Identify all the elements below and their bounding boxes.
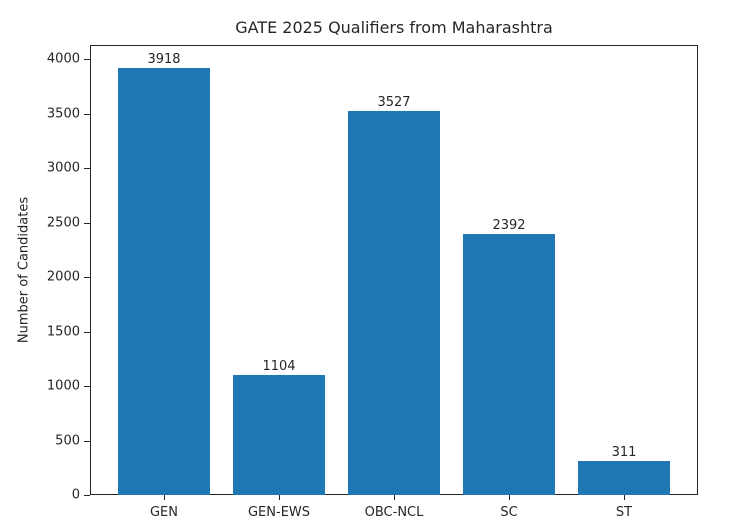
bar-sc: [463, 234, 555, 495]
y-tick-label: 1000: [46, 378, 80, 394]
chart-title: GATE 2025 Qualifiers from Maharashtra: [235, 18, 553, 37]
bar-gen: [118, 67, 210, 495]
x-tick-label: GEN-EWS: [247, 505, 311, 520]
y-tick: [84, 440, 90, 442]
bar-obc-ncl: [348, 110, 440, 495]
x-tick-label: ST: [615, 505, 633, 520]
x-tick-label: GEN: [149, 505, 178, 520]
y-tick-label: 3500: [46, 106, 80, 121]
y-tick: [84, 168, 90, 169]
y-tick: [84, 222, 90, 224]
y-tick: [84, 113, 90, 115]
y-tick: [84, 277, 90, 278]
y-tick-label: 4000: [46, 51, 80, 67]
bar-st: [578, 461, 670, 495]
x-tick-label: OBC-NCL: [364, 505, 424, 520]
x-tick-label: SC: [500, 505, 518, 520]
bar-value-label: 1104: [262, 358, 296, 374]
x-tick: [164, 495, 165, 500]
x-tick: [279, 495, 280, 500]
bar-gen-ews: [233, 374, 325, 495]
x-tick: [394, 495, 395, 500]
y-tick-label: 3000: [46, 160, 80, 176]
y-tick: [84, 331, 90, 333]
y-tick: [84, 386, 90, 387]
y-tick-label: 0: [71, 487, 80, 503]
x-tick: [509, 495, 510, 500]
y-axis-label: Number of Candidates: [16, 196, 32, 344]
bar-value-label: 311: [611, 445, 637, 461]
y-tick: [84, 495, 90, 496]
y-tick: [84, 59, 90, 60]
y-tick-label: 1500: [46, 324, 80, 339]
bar-value-label: 3918: [147, 51, 181, 67]
y-tick-label: 2000: [46, 269, 80, 285]
y-tick-label: 500: [55, 433, 80, 448]
bar-value-label: 3527: [377, 94, 411, 110]
bar-value-label: 2392: [492, 218, 526, 234]
y-tick-label: 2500: [46, 215, 80, 230]
x-tick: [624, 495, 625, 500]
